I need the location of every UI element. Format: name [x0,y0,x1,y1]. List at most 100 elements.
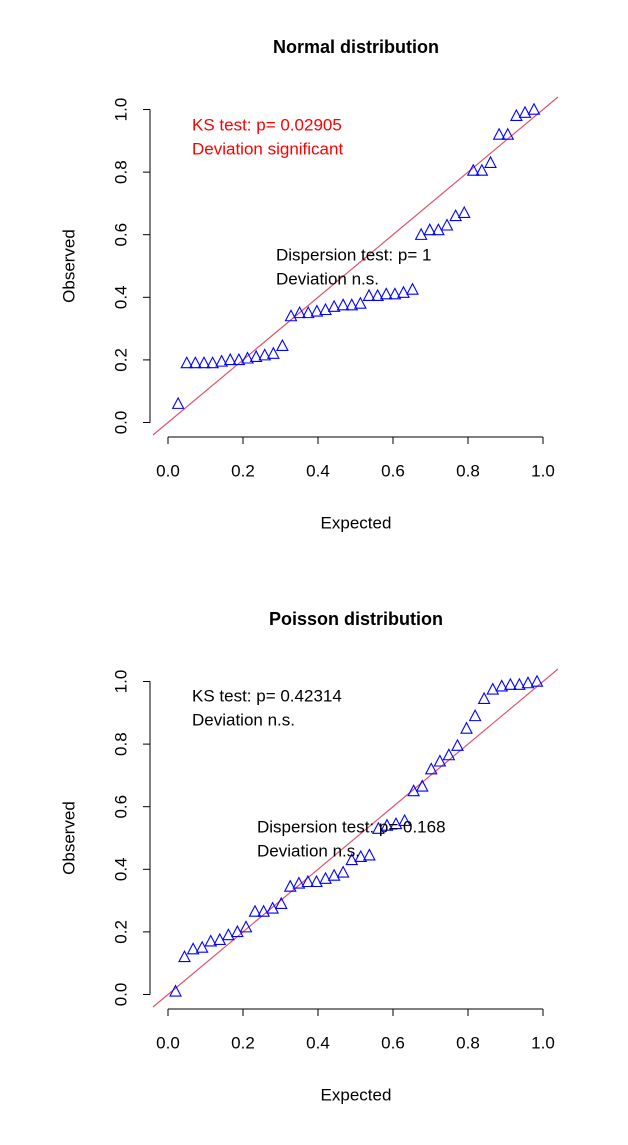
point [415,779,429,792]
point [178,949,191,963]
point [423,223,437,236]
x-tick-label: 0.2 [231,461,255,480]
point [336,865,350,878]
point [345,298,359,311]
point [327,868,341,881]
x-tick-label: 0.4 [306,461,330,480]
y-tick-label: 0.8 [111,160,130,184]
point [431,223,445,236]
point [266,346,280,359]
annotation: Dispersion test: p= 1 [276,245,431,264]
point [509,108,523,122]
x-tick-label: 0.0 [156,1033,180,1052]
point [530,674,544,687]
annotation: Deviation n.s. [276,269,379,288]
y-tick-label: 0.2 [111,920,130,944]
point [389,816,403,830]
x-tick-label: 0.4 [306,1033,330,1052]
point [424,762,438,775]
point [301,305,315,319]
point [442,748,456,761]
x-tick-label: 1.0 [531,461,555,480]
reference-line [152,668,559,1008]
point [345,852,359,866]
y-tick-label: 0.0 [111,411,130,435]
point [501,127,515,140]
y-axis-label: Observed [59,229,78,303]
point [195,940,209,953]
annotation: Dispersion test: p= 0.168 [257,817,446,836]
point [284,309,298,322]
point [362,288,376,301]
point [440,218,454,231]
point [512,677,526,690]
point [180,356,194,369]
x-tick-label: 0.2 [231,1033,255,1052]
point [248,904,262,917]
y-tick-label: 0.6 [111,223,130,247]
point [336,298,350,311]
point [521,676,535,689]
point [354,849,368,863]
point [239,920,253,933]
point [283,879,297,892]
point [397,285,410,298]
point [451,738,464,751]
x-tick-label: 1.0 [531,1033,555,1052]
point [206,356,220,369]
point [230,924,244,938]
point [527,102,541,115]
point [353,296,367,309]
point [475,163,489,176]
point [266,901,280,914]
point [257,904,271,917]
point [241,351,254,364]
y-tick-label: 0.8 [111,732,130,756]
point [221,928,235,941]
point [275,338,289,352]
point [186,942,200,955]
point [215,354,229,367]
y-axis-label: Observed [59,801,78,875]
x-axis-label: Expected [321,1085,392,1104]
point [371,288,385,301]
point [213,932,227,945]
point [484,155,497,168]
y-tick-label: 0.2 [111,348,130,372]
y-tick-label: 0.0 [111,983,130,1007]
point [433,754,447,767]
annotation: KS test: p= 0.02905 [192,115,342,134]
annotation: Deviation n.s. [257,841,360,860]
point [503,677,517,690]
point [258,348,272,361]
point [407,784,421,797]
point [492,127,506,140]
point [466,163,480,176]
annotation: KS test: p= 0.42314 [192,686,342,705]
point [495,679,509,692]
point [327,299,341,312]
point [188,356,202,369]
point [468,708,482,722]
point [274,896,288,909]
point [371,821,385,834]
x-tick-label: 0.8 [456,461,480,480]
chart-title: Poisson distribution [269,609,443,629]
y-tick-label: 0.6 [111,795,130,819]
y-tick-label: 1.0 [111,98,130,122]
point [301,874,315,888]
x-tick-label: 0.6 [381,1033,405,1052]
x-axis-label: Expected [321,513,392,532]
chart-title: Normal distribution [273,37,439,57]
y-tick-label: 0.4 [111,285,130,309]
point [232,352,246,366]
point [388,287,402,300]
point [362,848,376,861]
point [319,302,332,316]
point [171,396,185,409]
point [249,349,263,362]
point [486,682,500,695]
point [477,691,491,704]
annotation: Deviation n.s. [192,710,295,729]
